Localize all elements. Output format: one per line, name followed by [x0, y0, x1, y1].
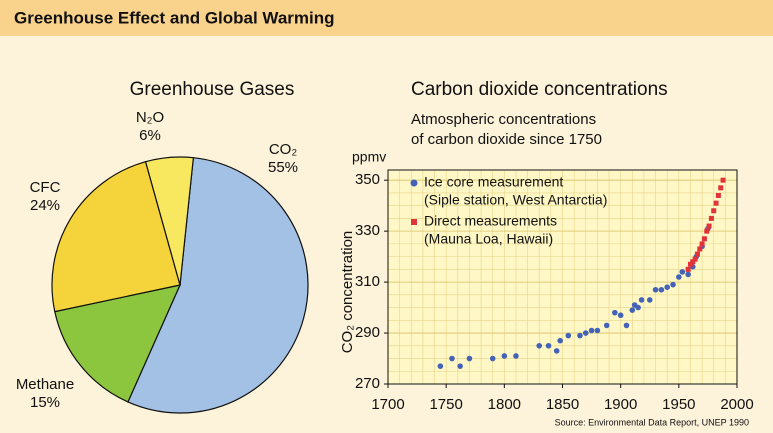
legend-description: (Mauna Loa, Hawaii) — [424, 231, 553, 247]
x-tick-label: 1900 — [604, 396, 637, 413]
point — [708, 215, 714, 221]
source: Source: Environmental Data Report, UNEP … — [555, 417, 749, 427]
slice-value: 15% — [30, 394, 60, 411]
slice-value: 24% — [30, 197, 60, 214]
point — [582, 330, 589, 336]
legend-marker — [411, 219, 417, 225]
slice-value: 6% — [139, 127, 161, 144]
point — [711, 208, 717, 214]
y-axis-label: CO₂ concentration — [339, 231, 356, 354]
slice-label: CFC — [30, 179, 61, 196]
x-tick-label: 1700 — [371, 396, 404, 413]
point — [652, 286, 659, 293]
point — [623, 322, 630, 329]
y-tick-label: 350 — [355, 171, 380, 188]
point — [449, 355, 455, 362]
point — [536, 342, 543, 349]
point — [612, 309, 618, 316]
point — [545, 342, 552, 349]
point — [704, 228, 710, 234]
y-tick-label: 310 — [355, 273, 380, 290]
slice-label: N₂O — [136, 109, 164, 126]
y-tick-label: 270 — [355, 375, 380, 392]
point — [690, 259, 696, 265]
y-tick-label: 330 — [355, 222, 380, 239]
y-tick-label: 290 — [355, 324, 380, 341]
point — [513, 353, 519, 359]
point — [457, 363, 463, 369]
point — [588, 327, 595, 334]
point — [699, 241, 705, 247]
pie-slice — [127, 157, 309, 414]
pie-title: Greenhouse Gases — [130, 79, 295, 100]
point — [706, 223, 712, 229]
point — [679, 269, 686, 275]
header-title: Greenhouse Effect and Global Warming — [14, 8, 335, 27]
point — [658, 286, 665, 293]
point — [715, 192, 721, 198]
point — [565, 332, 572, 339]
x-tick-label: 1750 — [429, 396, 462, 413]
point — [557, 337, 563, 344]
point — [617, 312, 624, 319]
point — [594, 327, 601, 334]
point — [577, 332, 583, 339]
x-tick-label: 1800 — [488, 396, 521, 413]
plot-frame — [387, 169, 738, 385]
slice-label: Methane — [16, 376, 74, 393]
point — [701, 236, 707, 242]
subtitle: Atmospheric concentrations — [411, 111, 596, 128]
legend-label: Ice core measurement — [424, 174, 563, 190]
legend-description: (Siple station, West Antarctia) — [424, 192, 607, 208]
point — [638, 297, 645, 303]
x-tick-label: 1850 — [546, 396, 579, 413]
point — [603, 322, 610, 329]
point — [489, 355, 496, 362]
pie-slice — [54, 284, 182, 403]
slice-label: CO₂ — [269, 141, 298, 158]
y-unit: ppmv — [352, 149, 386, 165]
point — [670, 281, 676, 288]
legend-marker — [410, 179, 418, 187]
scatter-title: Carbon dioxide concentrations — [411, 79, 668, 100]
point — [713, 200, 719, 206]
x-tick-label: 2000 — [720, 396, 753, 413]
point — [635, 304, 641, 311]
point — [646, 297, 653, 303]
point — [664, 284, 670, 290]
point — [697, 246, 703, 252]
point — [501, 353, 508, 359]
point — [676, 274, 682, 280]
point — [720, 177, 726, 183]
x-tick-label: 1950 — [662, 396, 695, 413]
subtitle: of carbon dioxide since 1750 — [411, 131, 602, 148]
slice-value: 55% — [268, 159, 298, 176]
point — [629, 307, 636, 313]
point — [692, 256, 698, 262]
point — [685, 266, 691, 272]
header-band — [0, 0, 773, 36]
point — [437, 363, 444, 369]
point — [553, 348, 560, 354]
point — [718, 185, 724, 191]
point — [687, 261, 693, 267]
pie-slice — [51, 160, 181, 313]
point — [694, 251, 700, 257]
pie-slice — [144, 156, 195, 286]
point — [685, 271, 691, 278]
legend-label: Direct measurements — [424, 213, 557, 229]
point — [466, 355, 473, 362]
